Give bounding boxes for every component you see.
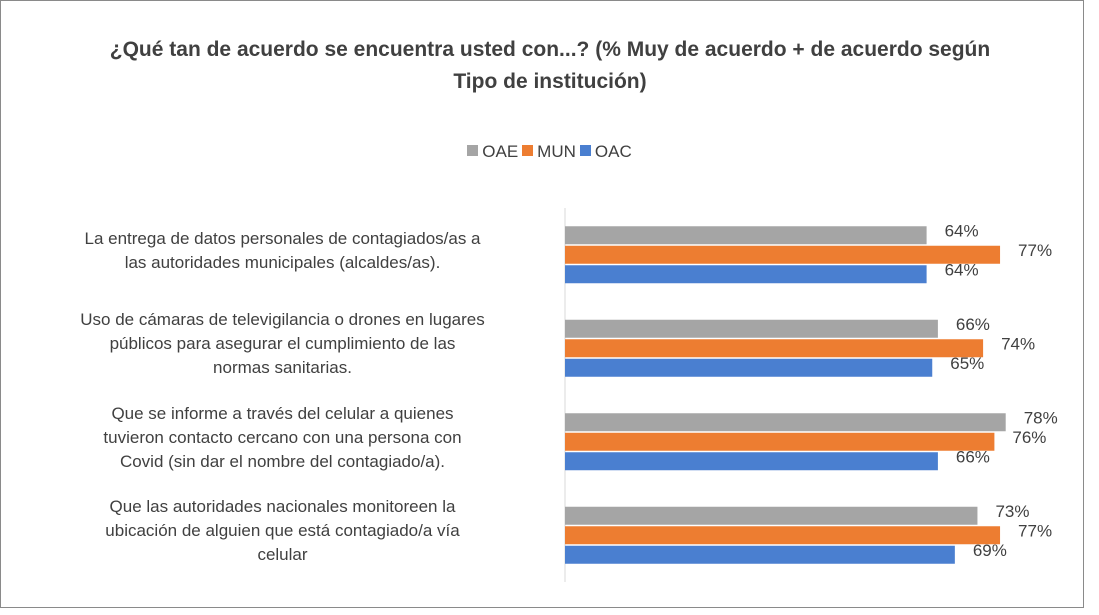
legend-swatch (467, 145, 479, 156)
bar (565, 358, 933, 377)
value-label: 74% (1001, 335, 1035, 354)
category-label: Uso de cámaras de televigilancia o drone… (80, 310, 485, 378)
value-label: 78% (1024, 409, 1058, 428)
bar (565, 226, 927, 245)
value-label: 66% (956, 315, 990, 334)
bar (565, 339, 984, 358)
legend-swatch (579, 145, 591, 156)
chart-frame (0, 0, 1084, 608)
bar (565, 245, 1001, 264)
legend-label: OAC (594, 142, 632, 161)
value-label: 77% (1018, 522, 1052, 541)
legend-label: MUN (537, 142, 576, 161)
legend-item: MUN (522, 142, 576, 162)
bar (565, 319, 938, 338)
bar (565, 265, 927, 284)
value-label: 65% (950, 354, 984, 373)
category-label: Que se informe a través del celular a qu… (103, 403, 462, 471)
value-label: 73% (995, 502, 1029, 521)
bar (565, 452, 938, 471)
legend-item: OAE (467, 142, 518, 162)
value-label: 66% (956, 448, 990, 467)
value-label: 64% (945, 222, 979, 241)
bar (565, 545, 955, 564)
legend: OAE MUN OAC (0, 142, 1099, 162)
value-label: 69% (973, 541, 1007, 560)
bar (565, 506, 978, 525)
legend-swatch (522, 145, 534, 156)
bar (565, 413, 1006, 432)
legend-label: OAE (482, 142, 519, 161)
value-label: 64% (945, 261, 979, 280)
legend-item: OAC (579, 142, 632, 162)
bar (565, 526, 1001, 545)
chart-title: ¿Qué tan de acuerdo se encuentra usted c… (109, 38, 991, 93)
category-label: La entrega de datos personales de contag… (84, 228, 481, 272)
bar (565, 432, 995, 451)
value-label: 76% (1012, 428, 1046, 447)
category-label: Que las autoridades nacionales monitoree… (105, 497, 460, 565)
value-label: 77% (1018, 241, 1052, 260)
